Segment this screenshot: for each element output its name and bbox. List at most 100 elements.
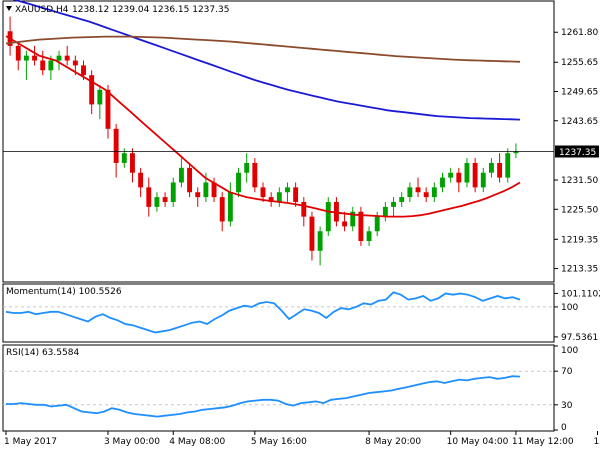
candle-body — [105, 89, 111, 129]
candle-body — [317, 231, 323, 251]
symbol-label: XAUUSD,H4 — [15, 5, 69, 15]
candle-body — [456, 172, 462, 183]
candle-body — [138, 172, 144, 188]
candle-body — [293, 187, 299, 202]
time-axis: 1 May 2017 3 May 00:00 4 May 08:00 5 May 16… — [4, 431, 600, 447]
candle-body — [89, 75, 95, 105]
rsi-label: RSI(14) 63.5584 — [6, 348, 79, 358]
candle-body — [211, 182, 217, 198]
rsi-tick-label: 0 — [561, 423, 567, 433]
candle-body — [358, 211, 364, 242]
candle-body — [113, 128, 119, 163]
rsi-grid — [3, 370, 554, 406]
candle-body — [513, 151, 519, 154]
candle-body — [448, 172, 454, 178]
rsi-line — [6, 375, 521, 418]
current-price-label: 1237.35 — [559, 148, 596, 158]
candle-body — [285, 187, 290, 193]
time-tick-label: 1 May 2017 — [4, 437, 57, 447]
candle-body — [464, 162, 470, 183]
price-tick-label: 1261.80 — [561, 28, 598, 38]
candle-body — [431, 187, 437, 198]
candle-body — [121, 153, 127, 163]
candle-body — [309, 216, 315, 251]
candle-body — [187, 167, 193, 193]
rsi-axis: 100 70 30 0 — [554, 345, 578, 433]
candle-body — [244, 162, 250, 173]
momentum-tick-label: 100 — [561, 303, 578, 313]
candle-body — [130, 153, 135, 173]
candle-body — [170, 182, 176, 202]
rsi-panel-frame — [2, 344, 555, 432]
price-tick-label: 1213.35 — [561, 265, 598, 275]
candle-body — [399, 197, 405, 202]
ohlc-label: 1238.12 1239.04 1236.15 1237.35 — [72, 5, 229, 15]
candle-body — [236, 172, 241, 193]
candle-body — [178, 167, 184, 183]
momentum-line — [5, 291, 521, 334]
candle-body — [440, 177, 445, 188]
candle-body — [40, 60, 46, 71]
candle-body — [488, 162, 494, 173]
rsi-tick-label: 100 — [561, 346, 578, 356]
price-tick-label: 1219.35 — [561, 235, 598, 245]
candle-body — [472, 162, 478, 188]
candle-body — [415, 187, 421, 193]
candle-body — [497, 162, 503, 178]
candle-body — [23, 55, 29, 61]
candle-body — [72, 60, 78, 66]
momentum-label: Momentum(14) 100.5526 — [6, 287, 122, 297]
collapse-triangle-icon[interactable] — [6, 6, 12, 11]
candle-body — [366, 231, 372, 242]
price-marks — [7, 16, 519, 266]
momentum-marks — [5, 291, 521, 334]
price-axis: 1261.80 1255.65 1249.65 1243.65 1231.50 1225.… — [3, 28, 599, 275]
rsi-marks — [6, 375, 521, 418]
candle-body — [407, 187, 413, 198]
candle-body — [81, 65, 86, 76]
candle-body — [268, 197, 274, 202]
mid-moving-average-line — [12, 0, 521, 121]
candle-body — [48, 60, 54, 71]
moving-average-lines — [5, 0, 521, 218]
time-tick-label: 8 May 20:00 — [365, 437, 421, 447]
candle-body — [64, 55, 70, 61]
momentum-axis: 101.1102 100 97.5361 — [554, 289, 600, 343]
slow-moving-average-line — [5, 35, 521, 63]
price-tick-label: 1249.65 — [561, 88, 598, 98]
candle-body — [350, 211, 356, 227]
time-tick-label: 3 May 00:00 — [104, 437, 160, 447]
candle-body — [276, 192, 282, 202]
candle-body — [203, 182, 209, 198]
candle-body — [32, 55, 38, 61]
candle-body — [15, 45, 21, 61]
candle-body — [374, 216, 380, 232]
time-tick-label: 4 May 08:00 — [169, 437, 225, 447]
price-tick-label: 1231.50 — [561, 176, 598, 186]
candle-body — [342, 221, 348, 227]
candle-body — [505, 153, 511, 178]
candle-body — [423, 192, 429, 198]
candle-body — [154, 197, 160, 207]
candle-body — [146, 187, 152, 207]
candle-body — [219, 197, 225, 222]
price-tick-label: 1255.65 — [561, 58, 598, 68]
candle-body — [260, 187, 266, 198]
candle-body — [252, 162, 258, 188]
candle-body — [480, 172, 486, 188]
time-tick-label: 12 May 20:00 — [594, 437, 600, 447]
candle-body — [391, 201, 396, 207]
momentum-tick-label: 97.5361 — [561, 333, 598, 343]
rsi-tick-label: 70 — [561, 367, 573, 377]
rsi-tick-label: 30 — [561, 401, 573, 411]
time-tick-label: 5 May 16:00 — [251, 437, 307, 447]
current-price-tag — [555, 145, 599, 158]
price-panel-frame — [2, 0, 555, 283]
time-tick-label: 10 May 04:00 — [447, 437, 509, 447]
candle-body — [382, 206, 388, 217]
candle-body — [162, 197, 168, 202]
candle-body — [227, 192, 233, 222]
fast-moving-average-line — [5, 35, 521, 218]
